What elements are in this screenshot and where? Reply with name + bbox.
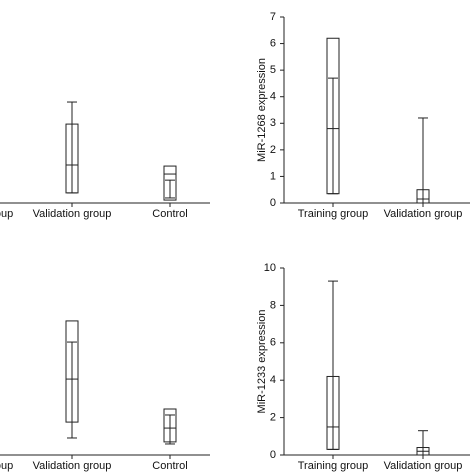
y-tick-label: 0 (270, 449, 276, 461)
y-tick-label: 0 (270, 197, 276, 209)
y-axis-title: MiR-1268 expression (256, 58, 268, 162)
y-tick-label: 10 (264, 262, 276, 274)
box (326, 375, 340, 450)
y-tick-label: 5 (270, 64, 276, 76)
y-tick-label: 4 (270, 374, 276, 386)
y-tick-label: 4 (270, 91, 276, 103)
x-tick-label: Validation group (33, 460, 112, 472)
box (65, 123, 79, 194)
x-tick-label: Validation group (384, 460, 463, 472)
y-tick-label: 2 (270, 144, 276, 156)
x-tick-label: Control (152, 460, 187, 472)
box (326, 37, 340, 195)
x-tick-label: Training group (298, 460, 369, 472)
y-tick-label: 3 (270, 117, 276, 129)
x-tick-label: Training group (298, 208, 369, 220)
box (163, 165, 177, 201)
y-tick-label: 1 (270, 170, 276, 182)
y-tick-label: 8 (270, 299, 276, 311)
y-tick-label: 2 (270, 412, 276, 424)
y-axis-title: MiR-1233 expression (256, 310, 268, 414)
x-tick-label: Validation group (33, 208, 112, 220)
y-tick-label: 6 (270, 337, 276, 349)
x-tick-label: Validation group (384, 208, 463, 220)
box (416, 189, 430, 204)
box (65, 320, 79, 423)
x-tick-label: Control (152, 208, 187, 220)
box (163, 408, 177, 443)
x-tick-label: Training group (0, 208, 13, 220)
y-tick-label: 6 (270, 37, 276, 49)
x-tick-label: Training group (0, 460, 13, 472)
y-tick-label: 7 (270, 11, 276, 23)
